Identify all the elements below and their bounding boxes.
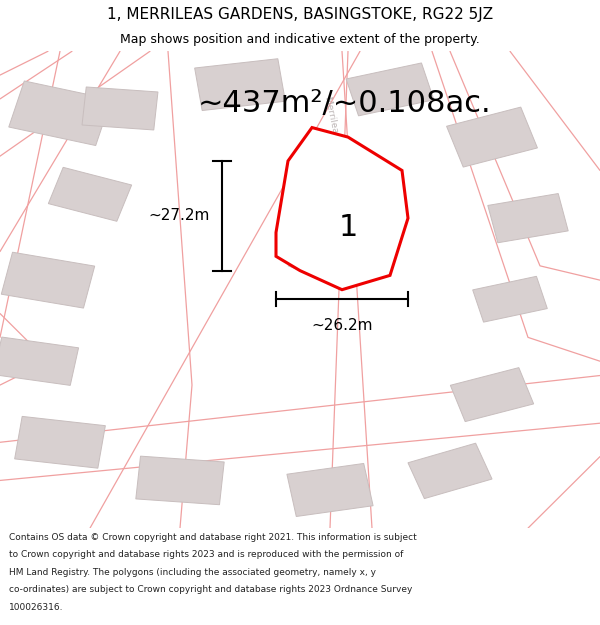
Polygon shape [473,276,547,322]
Text: Map shows position and indicative extent of the property.: Map shows position and indicative extent… [120,34,480,46]
Text: 1, MERRILEAS GARDENS, BASINGSTOKE, RG22 5JZ: 1, MERRILEAS GARDENS, BASINGSTOKE, RG22 … [107,7,493,22]
Text: co-ordinates) are subject to Crown copyright and database rights 2023 Ordnance S: co-ordinates) are subject to Crown copyr… [9,585,412,594]
Text: HM Land Registry. The polygons (including the associated geometry, namely x, y: HM Land Registry. The polygons (includin… [9,568,376,577]
Polygon shape [1,253,95,308]
Polygon shape [49,168,131,221]
Polygon shape [451,368,533,422]
Polygon shape [488,194,568,242]
Polygon shape [14,416,106,468]
Text: 1: 1 [338,213,358,243]
Polygon shape [82,87,158,130]
Polygon shape [318,189,372,238]
Polygon shape [287,464,373,516]
Polygon shape [446,107,538,167]
Text: ~26.2m: ~26.2m [311,318,373,333]
Polygon shape [408,443,492,499]
Polygon shape [136,456,224,505]
Polygon shape [194,59,286,111]
Text: Contains OS data © Crown copyright and database right 2021. This information is : Contains OS data © Crown copyright and d… [9,533,417,542]
Text: ~437m²/~0.108ac.: ~437m²/~0.108ac. [198,89,491,118]
Polygon shape [288,232,342,276]
Polygon shape [346,63,434,116]
Polygon shape [9,81,111,146]
Text: Merrileas Gardens: Merrileas Gardens [323,96,349,178]
Text: to Crown copyright and database rights 2023 and is reproduced with the permissio: to Crown copyright and database rights 2… [9,551,403,559]
Polygon shape [276,127,408,290]
Text: ~27.2m: ~27.2m [149,208,210,223]
Text: 100026316.: 100026316. [9,602,64,612]
Polygon shape [0,337,79,386]
